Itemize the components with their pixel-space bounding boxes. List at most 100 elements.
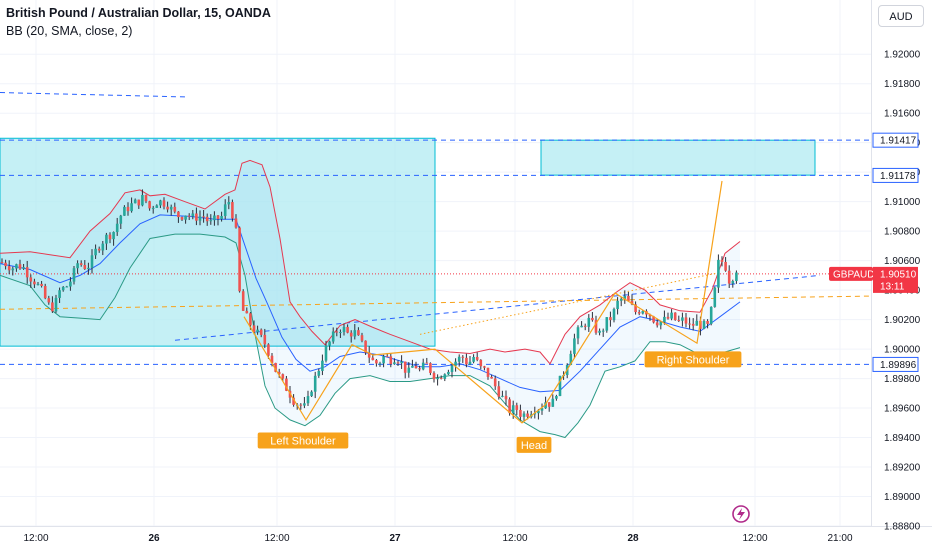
candle	[65, 285, 69, 288]
candle	[691, 318, 695, 331]
candle	[144, 194, 148, 204]
candle	[493, 375, 497, 390]
symbol-tag-text: GBPAUD	[833, 269, 875, 280]
price-tick-label: 1.91800	[884, 79, 921, 90]
candle-body	[547, 402, 551, 407]
candle-body	[619, 298, 623, 301]
rectangle-zones	[0, 137, 816, 347]
time-axis[interactable]: 12:00 26 12:00 27 12:00 28 12:00 21:00	[23, 533, 852, 544]
candle	[598, 328, 601, 336]
pattern-label-text: Right Shoulder	[657, 354, 730, 366]
candle	[619, 296, 623, 307]
candle	[7, 260, 11, 275]
candle	[191, 209, 195, 220]
candle	[173, 202, 177, 214]
candle	[339, 329, 342, 338]
candle	[342, 323, 346, 336]
candle	[637, 309, 641, 316]
candle-body	[421, 362, 425, 370]
candle	[357, 327, 360, 336]
candle	[468, 356, 472, 366]
candle-body	[609, 317, 612, 321]
pattern-label-bg	[257, 432, 349, 449]
candle	[123, 205, 126, 216]
candle-body	[105, 234, 108, 244]
candle-body	[321, 360, 324, 371]
trendline	[0, 92, 189, 98]
candle-body	[159, 200, 162, 206]
currency-button[interactable]: AUD	[878, 5, 924, 27]
candle-body	[465, 357, 468, 365]
candle	[259, 328, 263, 338]
candle-body	[166, 206, 169, 210]
candle	[634, 301, 637, 315]
candle	[519, 404, 522, 421]
candle-body	[623, 295, 627, 299]
candle	[51, 296, 54, 313]
candle	[353, 324, 357, 340]
candle	[36, 282, 40, 286]
candle-body	[425, 362, 429, 364]
candle-body	[342, 326, 346, 333]
candle-body	[177, 211, 180, 218]
candle	[364, 340, 367, 355]
candle	[609, 311, 612, 327]
candle	[61, 286, 65, 292]
candle-body	[256, 329, 259, 333]
zone-rect	[0, 137, 436, 347]
candle-body	[83, 264, 87, 270]
level-tag-text: 1.91178	[880, 171, 916, 182]
indicator-legend[interactable]: BB (20, SMA, close, 2)	[6, 24, 133, 38]
candle-body	[641, 311, 645, 314]
candle-body	[659, 322, 663, 326]
candle	[717, 254, 720, 293]
candle	[447, 369, 450, 375]
candle	[677, 315, 681, 323]
candle-body	[663, 316, 666, 323]
candle	[461, 355, 465, 363]
candle-body	[724, 261, 727, 271]
candle-body	[180, 217, 184, 220]
candle	[220, 211, 223, 222]
candle	[706, 319, 709, 329]
candle	[547, 402, 551, 412]
candle	[252, 320, 256, 335]
candle	[313, 371, 317, 399]
candle	[421, 358, 425, 371]
candle-body	[220, 216, 223, 219]
head-and-shoulders-pattern	[243, 180, 723, 424]
candle-body	[501, 395, 504, 397]
candle-body	[688, 323, 691, 325]
candle-body	[454, 361, 457, 366]
candle-body	[40, 283, 43, 286]
candle-body	[169, 206, 173, 210]
candle-body	[400, 361, 403, 364]
candle	[681, 312, 684, 327]
candle-body	[292, 397, 295, 405]
candle	[69, 277, 72, 291]
candle-body	[94, 248, 97, 256]
candle-body	[583, 325, 587, 327]
candle-body	[209, 220, 213, 222]
candle	[22, 263, 25, 270]
candle	[328, 340, 331, 351]
candle-body	[515, 405, 519, 410]
candle	[162, 197, 166, 210]
candle	[177, 211, 180, 223]
candle	[87, 262, 90, 275]
candle-body	[328, 341, 331, 346]
candle-body	[558, 375, 562, 397]
candle-body	[432, 372, 436, 380]
candle-body	[681, 317, 684, 321]
candle	[130, 197, 133, 213]
candle-body	[4, 262, 7, 267]
candle-body	[357, 330, 360, 336]
candle	[580, 321, 583, 328]
candle-body	[684, 317, 688, 324]
candle	[40, 280, 43, 288]
level-price-tag: 1.91178	[872, 167, 919, 183]
candle	[475, 352, 479, 362]
candle-body	[706, 320, 709, 324]
candle	[216, 214, 220, 226]
